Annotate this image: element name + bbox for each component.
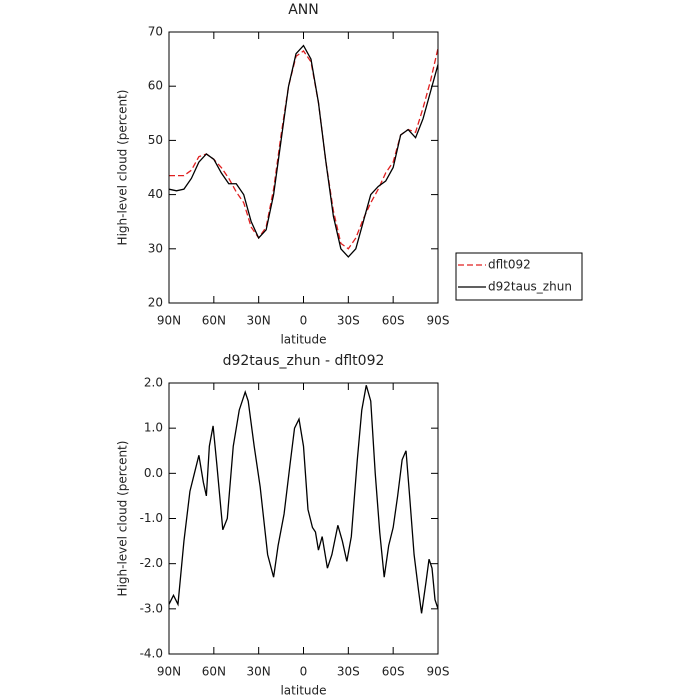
y-tick-label: 20 (148, 296, 163, 310)
y-tick-label: 30 (148, 241, 163, 255)
x-tick-label: 60S (382, 665, 405, 679)
x-tick-label: 90S (427, 314, 450, 328)
y-tick-label: -4.0 (140, 647, 163, 661)
chart-title: d92taus_zhun - dflt092 (223, 353, 385, 369)
y-tick-label: 2.0 (144, 376, 163, 390)
y-tick-label: -1.0 (140, 511, 163, 525)
y-tick-label: 0.0 (144, 466, 163, 480)
x-tick-label: 60N (202, 665, 226, 679)
plot-frame (168, 382, 439, 655)
legend-box (455, 252, 583, 301)
y-tick-label: -2.0 (140, 556, 163, 570)
x-tick-label: 90N (157, 665, 181, 679)
x-tick-label: 30S (337, 314, 360, 328)
x-tick-label: 90S (427, 665, 450, 679)
y-axis-label: High-level cloud (percent) (116, 441, 130, 597)
x-tick-label: 0 (300, 665, 308, 679)
chart-title: ANN (288, 2, 319, 18)
data-line (168, 44, 439, 258)
x-tick-label: 60N (202, 314, 226, 328)
x-tick-label: 30N (247, 665, 271, 679)
y-tick-label: 50 (148, 133, 163, 147)
x-tick-label: 30S (337, 665, 360, 679)
x-tick-label: 90N (157, 314, 181, 328)
x-tick-label: 30N (247, 314, 271, 328)
x-axis-label: latitude (280, 333, 326, 347)
y-tick-label: 60 (148, 79, 163, 93)
x-tick-label: 0 (300, 314, 308, 328)
x-axis-label: latitude (280, 684, 326, 698)
data-line (168, 385, 439, 614)
plot-frame (168, 31, 439, 304)
y-axis-label: High-level cloud (percent) (116, 90, 130, 246)
y-tick-label: 70 (148, 25, 163, 39)
legend-label: dflt092 (488, 258, 531, 272)
y-tick-label: 40 (148, 187, 163, 201)
legend-label: d92taus_zhun (488, 280, 572, 294)
y-tick-label: -3.0 (140, 601, 163, 615)
x-tick-label: 60S (382, 314, 405, 328)
y-tick-label: 1.0 (144, 421, 163, 435)
